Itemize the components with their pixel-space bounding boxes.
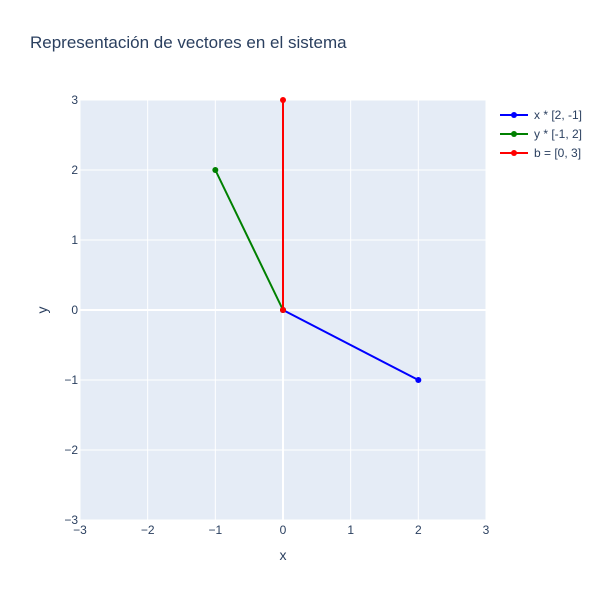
legend-swatch [500,149,528,156]
y-tick-label: 3 [71,93,78,107]
y-tick-label: −1 [64,373,78,387]
x-axis-title: x [280,547,287,563]
chart-title: Representación de vectores en el sistema [30,33,347,52]
series-line [282,309,419,381]
legend-item[interactable]: x * [2, -1] [498,105,582,124]
y-tick-label: −2 [64,443,78,457]
legend-label: x * [2, -1] [534,107,583,122]
legend: x * [2, -1] y * [-1, 2] b = [0, 3] [498,105,582,162]
x-tick-label: 3 [483,523,490,537]
series-point [415,377,422,383]
series-point [280,97,286,103]
legend-label: y * [-1, 2] [534,126,583,141]
series-point [212,167,219,173]
legend-item[interactable]: b = [0, 3] [498,143,582,162]
x-tick-label: −1 [208,523,222,537]
y-tick-label: 2 [71,163,78,177]
y-tick-label: 0 [71,303,78,317]
legend-label: b = [0, 3] [534,145,582,160]
y-axis-title: y [34,307,50,314]
x-tick-label: −2 [141,523,155,537]
x-tick-label: 1 [347,523,354,537]
legend-swatch [500,111,528,118]
legend-swatch [500,130,528,137]
y-tick-label: −3 [64,513,78,527]
series-line [214,169,284,311]
x-tick-label: −3 [73,523,87,537]
x-tick-label: 2 [415,523,422,537]
y-tick-label: 1 [71,233,78,247]
legend-item[interactable]: y * [-1, 2] [498,124,582,143]
series-point [280,307,286,313]
x-tick-label: 0 [280,523,287,537]
